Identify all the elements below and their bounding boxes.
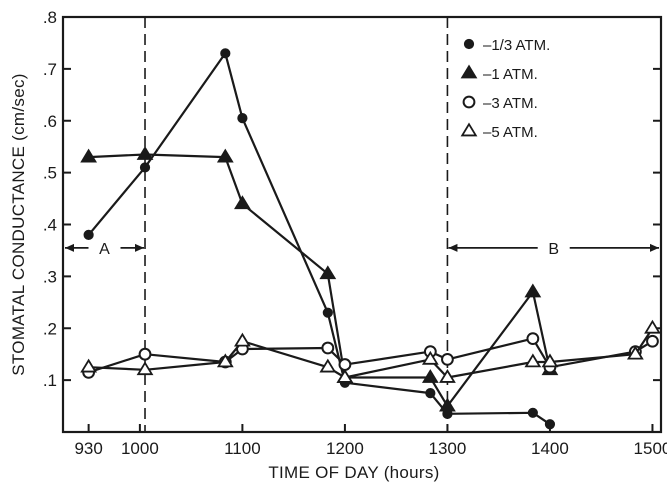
y-tick-label: .7 bbox=[43, 60, 57, 79]
data-point bbox=[526, 332, 540, 346]
series-line bbox=[88, 337, 654, 374]
x-tick-label: 1100 bbox=[224, 439, 261, 458]
data-point bbox=[439, 368, 456, 383]
legend-marker bbox=[463, 38, 475, 50]
data-point bbox=[425, 387, 436, 399]
legend-label: –1/3 ATM. bbox=[483, 37, 550, 54]
data-point bbox=[439, 397, 456, 412]
data-point bbox=[322, 307, 333, 318]
legend-label: –1 ATM. bbox=[483, 66, 538, 83]
y-tick-label: .2 bbox=[43, 319, 57, 338]
data-point bbox=[338, 358, 352, 371]
data-point bbox=[220, 48, 231, 59]
legend-marker bbox=[462, 95, 476, 109]
data-point bbox=[524, 353, 542, 368]
x-axis-title: TIME OF DAY (hours) bbox=[268, 463, 439, 482]
x-tick-label: 930 bbox=[74, 439, 102, 458]
legend-item-4: –5 ATM. bbox=[460, 122, 538, 141]
annotation-label: A bbox=[99, 241, 110, 258]
data-point bbox=[626, 345, 644, 360]
legend-label: –3 ATM. bbox=[483, 95, 538, 112]
series-line bbox=[87, 52, 551, 426]
y-tick-label: .3 bbox=[43, 267, 57, 286]
data-point bbox=[80, 358, 98, 373]
data-point bbox=[216, 353, 234, 368]
data-point bbox=[524, 283, 542, 298]
data-point bbox=[234, 195, 251, 210]
legend-marker bbox=[460, 64, 478, 79]
x-tick-label: 1300 bbox=[429, 439, 467, 458]
y-tick-label: .8 bbox=[43, 8, 57, 27]
legend-marker bbox=[460, 122, 478, 137]
legend-item-3: –3 ATM. bbox=[462, 95, 538, 112]
data-point bbox=[527, 407, 538, 418]
y-tick-label: .6 bbox=[43, 112, 57, 131]
x-tick-label: 1500 bbox=[634, 439, 667, 458]
legend-item-2: –1 ATM. bbox=[460, 64, 538, 83]
data-point bbox=[216, 148, 234, 163]
data-point bbox=[80, 148, 98, 163]
data-point bbox=[136, 361, 154, 376]
data-point bbox=[319, 358, 337, 373]
annotation-label: B bbox=[548, 241, 559, 258]
y-axis-title: STOMATAL CONDUCTANCE (cm/sec) bbox=[9, 73, 28, 375]
data-point bbox=[319, 265, 337, 280]
data-point bbox=[421, 369, 439, 383]
data-point bbox=[138, 347, 152, 361]
data-point bbox=[541, 353, 559, 368]
x-tick-label: 1400 bbox=[531, 439, 569, 458]
y-tick-label: .4 bbox=[43, 216, 57, 235]
data-point bbox=[544, 419, 556, 430]
data-point bbox=[441, 352, 454, 366]
data-point bbox=[421, 350, 439, 365]
x-tick-label: 1200 bbox=[326, 439, 364, 458]
series-4 bbox=[80, 319, 661, 383]
range-annotation-b: B bbox=[448, 241, 659, 258]
data-point bbox=[136, 146, 154, 160]
y-tick-label: .1 bbox=[43, 371, 57, 390]
legend-item-1: –1/3 ATM. bbox=[463, 37, 550, 54]
data-point bbox=[83, 229, 94, 240]
data-point bbox=[139, 162, 151, 173]
data-point bbox=[234, 332, 251, 347]
data-point bbox=[646, 334, 659, 348]
legend-label: –5 ATM. bbox=[483, 124, 538, 141]
data-point bbox=[321, 341, 335, 355]
data-point bbox=[644, 319, 661, 334]
data-point bbox=[336, 368, 354, 383]
series-1 bbox=[83, 48, 556, 430]
series-line bbox=[88, 327, 654, 379]
data-point bbox=[237, 113, 248, 124]
range-annotation-a: A bbox=[65, 241, 145, 258]
x-tick-label: 1000 bbox=[121, 439, 159, 458]
y-tick-label: .5 bbox=[43, 164, 57, 183]
